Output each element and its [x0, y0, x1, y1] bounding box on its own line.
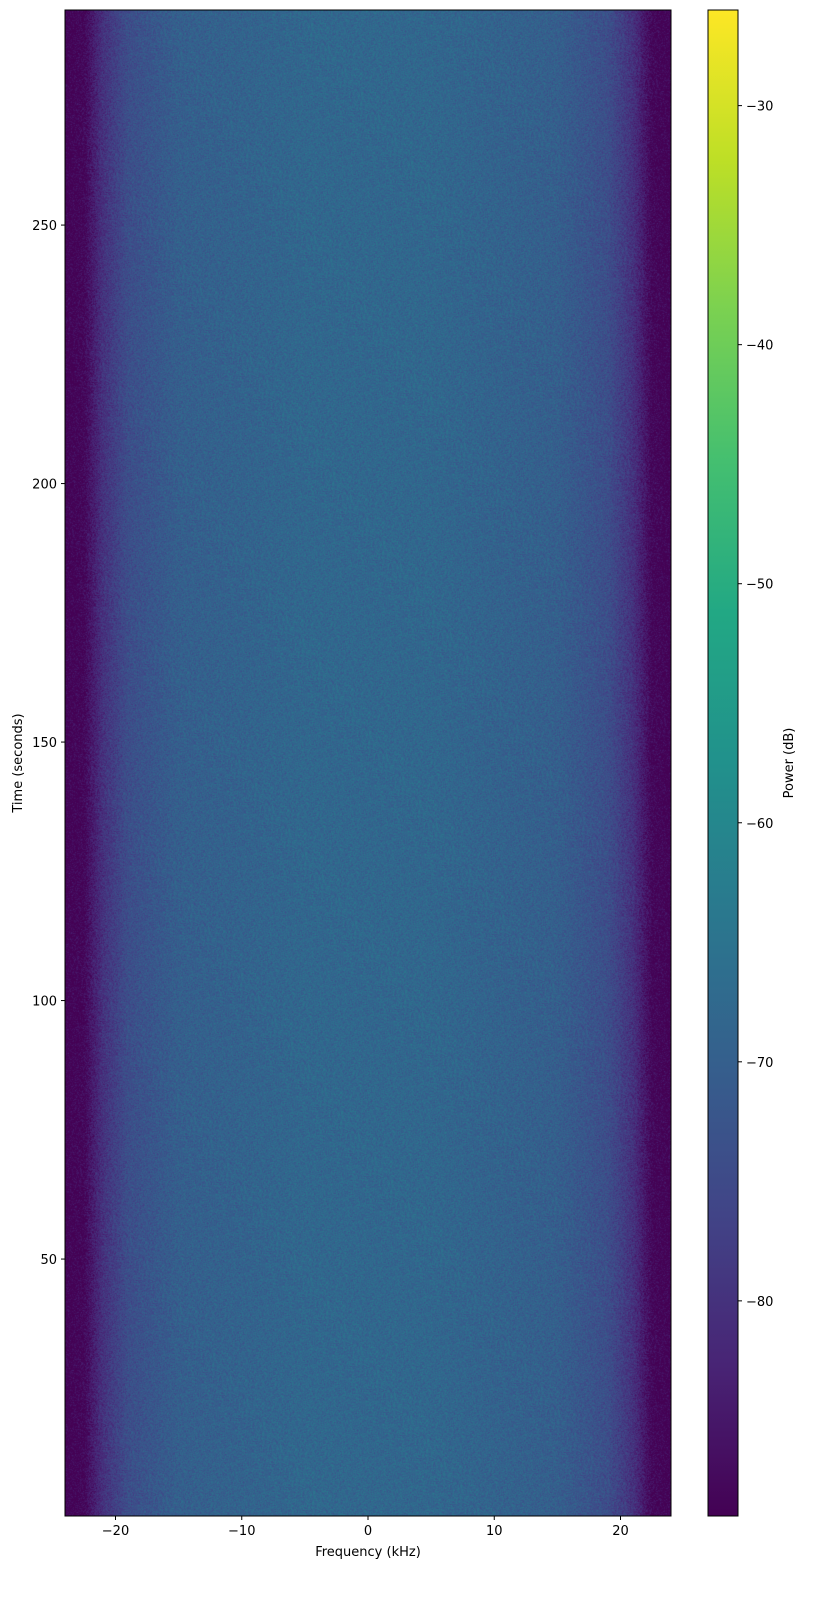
- spectrogram-image: [65, 10, 671, 1516]
- plot-frame: [64, 9, 672, 1517]
- x-tick-label: 20: [612, 1524, 629, 1539]
- colorbar-tick-label: −40: [746, 339, 773, 354]
- y-tick-label: 50: [40, 1253, 57, 1268]
- colorbar: [707, 9, 739, 1517]
- y-tick-label: 100: [32, 995, 57, 1010]
- colorbar-tick-label: −70: [746, 1056, 773, 1071]
- x-tick-label: −20: [102, 1524, 129, 1539]
- x-tick-label: −10: [228, 1524, 255, 1539]
- y-tick-label: 250: [32, 219, 57, 234]
- y-axis-ticks: 50 100 150 200 250: [32, 219, 65, 1268]
- x-tick-label: 10: [486, 1524, 503, 1539]
- x-tick-label: 0: [364, 1524, 372, 1539]
- colorbar-label: Power (dB): [782, 728, 797, 799]
- y-axis-label: Time (seconds): [11, 713, 26, 813]
- colorbar-tick-label: −50: [746, 578, 773, 593]
- colorbar-tick-label: −80: [746, 1295, 773, 1310]
- colorbar-tick-label: −60: [746, 817, 773, 832]
- y-tick-label: 200: [32, 478, 57, 493]
- x-axis-ticks: −20 −10 0 10 20: [102, 1516, 629, 1539]
- y-tick-label: 150: [32, 736, 57, 751]
- colorbar-tick-label: −30: [746, 100, 773, 115]
- x-axis-label: Frequency (kHz): [315, 1545, 421, 1560]
- colorbar-ticks: −80 −70 −60 −50 −40 −30: [738, 100, 773, 1310]
